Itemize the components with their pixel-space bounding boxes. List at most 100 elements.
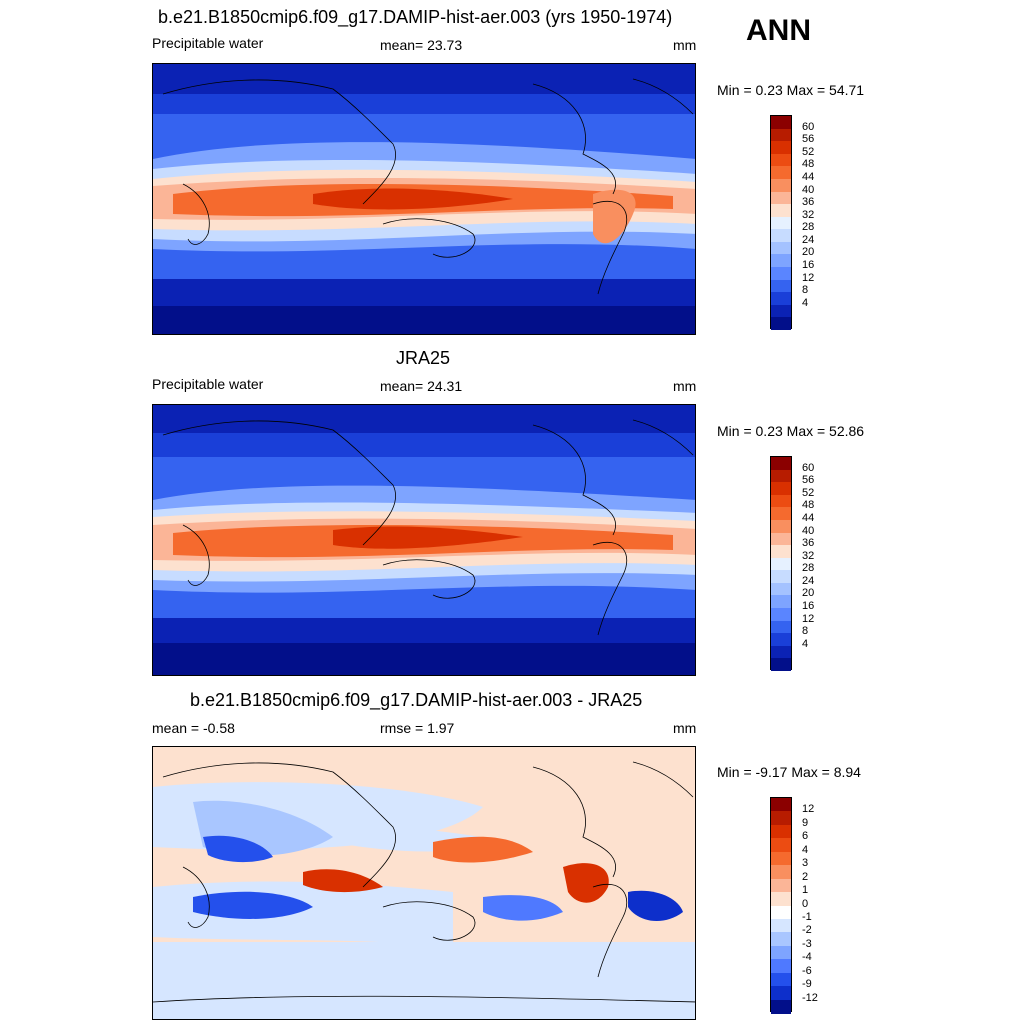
colorbar-swatch: [771, 507, 791, 521]
panel3-units: mm: [673, 720, 697, 736]
colorbar-swatch: [771, 892, 791, 906]
panel3-title: b.e21.B1850cmip6.f09_g17.DAMIP-hist-aer.…: [190, 690, 643, 710]
colorbar-tick-label: 9: [802, 816, 809, 829]
colorbar-tick-label: 4: [802, 296, 809, 309]
colorbar-tick-label: 12: [802, 271, 815, 284]
colorbar-swatch: [771, 658, 791, 672]
colorbar-swatch: [771, 166, 791, 180]
colorbar-tick-label: 44: [802, 170, 815, 183]
colorbar-swatch: [771, 620, 791, 634]
colorbar-swatch: [771, 304, 791, 318]
colorbar-tick-label: 8: [802, 625, 809, 638]
colorbar-tick-label: 52: [802, 145, 815, 158]
colorbar-tick-label: 0: [802, 897, 809, 910]
colorbar-tick-label: 1: [802, 884, 809, 897]
colorbar-swatch: [771, 229, 791, 243]
colorbar-tick-label: 56: [802, 474, 815, 487]
colorbar-tick-label: 24: [802, 233, 815, 246]
colorbar-swatch: [771, 241, 791, 255]
colorbar-tick-label: 40: [802, 524, 815, 537]
panel3-rmse: rmse = 1.97: [380, 720, 455, 736]
case-title: b.e21.B1850cmip6.f09_g17.DAMIP-hist-aer.…: [158, 7, 673, 27]
colorbar-swatch: [771, 811, 791, 826]
colorbar-swatch: [771, 999, 791, 1014]
colorbar-tick-label: 28: [802, 221, 815, 234]
colorbar-tick-label: -6: [802, 964, 812, 977]
colorbar-tick-label: 36: [802, 196, 815, 209]
panel1-colorbar: [770, 115, 792, 331]
colorbar-tick-label: 52: [802, 486, 815, 499]
colorbar-swatch: [771, 878, 791, 893]
colorbar-swatch: [771, 128, 791, 142]
colorbar-tick-label: 36: [802, 537, 815, 550]
colorbar-swatch: [771, 545, 791, 559]
colorbar-swatch: [771, 557, 791, 571]
colorbar-swatch: [771, 838, 791, 853]
colorbar-tick-label: 12: [802, 612, 815, 625]
colorbar-swatch: [771, 191, 791, 205]
colorbar-tick-label: 3: [802, 857, 809, 870]
colorbar-swatch: [771, 267, 791, 281]
colorbar-tick-label: 44: [802, 511, 815, 524]
season-label: ANN: [746, 14, 811, 47]
colorbar-tick-label: 16: [802, 600, 815, 613]
colorbar-tick-label: 48: [802, 499, 815, 512]
colorbar-swatch: [771, 279, 791, 293]
colorbar-swatch: [771, 633, 791, 647]
colorbar-swatch: [771, 457, 791, 471]
panel2-mean: mean= 24.31: [380, 378, 463, 394]
colorbar-tick-label: -12: [802, 991, 818, 1004]
colorbar-swatch: [771, 519, 791, 534]
colorbar-tick-label: 16: [802, 259, 815, 272]
panel2-left-label: Precipitable water: [152, 376, 264, 392]
panel2-colorbar: [770, 456, 792, 672]
colorbar-swatch: [771, 116, 791, 130]
colorbar-swatch: [771, 595, 791, 609]
colorbar-swatch: [771, 494, 791, 508]
colorbar-swatch: [771, 292, 791, 306]
colorbar-tick-label: 60: [802, 461, 815, 474]
colorbar-tick-label: 8: [802, 284, 809, 297]
colorbar-swatch: [771, 932, 791, 947]
colorbar-tick-label: 12: [802, 803, 815, 816]
colorbar-swatch: [771, 798, 791, 812]
colorbar-tick-label: 24: [802, 574, 815, 587]
panel2-map: [152, 404, 696, 676]
colorbar-swatch: [771, 317, 791, 331]
colorbar-swatch: [771, 905, 791, 920]
colorbar-swatch: [771, 532, 791, 546]
colorbar-tick-label: 28: [802, 562, 815, 575]
colorbar-tick-label: -3: [802, 937, 812, 950]
colorbar-tick-label: 2: [802, 870, 809, 883]
panel3-minmax: Min = -9.17 Max = 8.94: [717, 764, 861, 780]
panel3-colorbar: [770, 797, 792, 1014]
colorbar-tick-label: 60: [802, 120, 815, 133]
colorbar-tick-label: 40: [802, 183, 815, 196]
colorbar-swatch: [771, 469, 791, 483]
colorbar-swatch: [771, 959, 791, 974]
panel2-units: mm: [673, 378, 697, 394]
colorbar-swatch: [771, 972, 791, 987]
panel2-minmax: Min = 0.23 Max = 52.86: [717, 423, 865, 439]
colorbar-swatch: [771, 945, 791, 960]
colorbar-tick-label: 56: [802, 133, 815, 146]
colorbar-swatch: [771, 986, 791, 1001]
colorbar-tick-label: 20: [802, 246, 815, 259]
colorbar-swatch: [771, 153, 791, 167]
colorbar-swatch: [771, 216, 791, 230]
colorbar-tick-label: -9: [802, 978, 812, 991]
colorbar-swatch: [771, 482, 791, 496]
colorbar-tick-label: -1: [802, 910, 812, 923]
colorbar-tick-label: 48: [802, 158, 815, 171]
panel1-units: mm: [673, 37, 697, 53]
colorbar-tick-label: 32: [802, 549, 815, 562]
colorbar-swatch: [771, 204, 791, 218]
colorbar-swatch: [771, 141, 791, 155]
panel1-map: [152, 63, 696, 335]
colorbar-swatch: [771, 851, 791, 866]
colorbar-swatch: [771, 608, 791, 622]
colorbar-tick-label: 32: [802, 208, 815, 221]
colorbar-swatch: [771, 254, 791, 268]
colorbar-swatch: [771, 582, 791, 596]
panel1-left-label: Precipitable water: [152, 35, 264, 51]
